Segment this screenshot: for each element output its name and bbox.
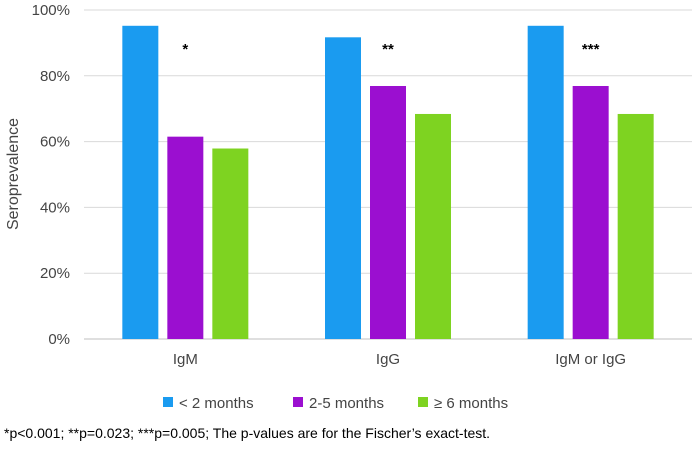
significance-marker: ** [382, 41, 394, 58]
bar [415, 113, 451, 340]
legend-label: 2-5 months [309, 395, 384, 412]
bars [122, 25, 654, 340]
bar [527, 25, 564, 340]
significance-markers: * ** *** [182, 41, 599, 58]
y-axis-ticks: 0% 20% 40% 60% 80% 100% [32, 2, 70, 348]
legend-label: < 2 months [179, 395, 254, 412]
y-tick-label: 0% [48, 331, 70, 348]
y-tick-label: 60% [40, 134, 70, 151]
bar [122, 25, 159, 340]
significance-marker: * [182, 41, 188, 58]
y-tick-label: 80% [40, 68, 70, 85]
x-tick-label: IgM or IgG [555, 351, 626, 368]
legend-swatch [163, 397, 173, 407]
bar [617, 113, 654, 340]
y-tick-label: 40% [40, 199, 70, 216]
legend-swatch [293, 397, 303, 407]
footnote: *p<0.001; **p=0.023; ***p=0.005; The p-v… [4, 425, 491, 441]
x-axis-categories: IgM IgG IgM or IgG [173, 351, 626, 368]
bar [212, 148, 249, 339]
y-tick-label: 100% [32, 2, 70, 19]
y-axis-label: Seroprevalence [5, 118, 22, 230]
bar [370, 85, 406, 340]
x-tick-label: IgG [376, 351, 400, 368]
bar [572, 85, 609, 340]
x-tick-label: IgM [173, 351, 198, 368]
y-tick-label: 20% [40, 265, 70, 282]
legend-label: ≥ 6 months [434, 395, 508, 412]
legend: < 2 months 2-5 months ≥ 6 months [163, 395, 508, 412]
bar [167, 136, 204, 339]
seroprevalence-bar-chart: 0%20%40%60%80%100% Seroprevalence * ** ***… [5, 2, 692, 412]
bar [325, 37, 361, 339]
significance-marker: *** [582, 41, 600, 58]
legend-swatch [418, 397, 428, 407]
